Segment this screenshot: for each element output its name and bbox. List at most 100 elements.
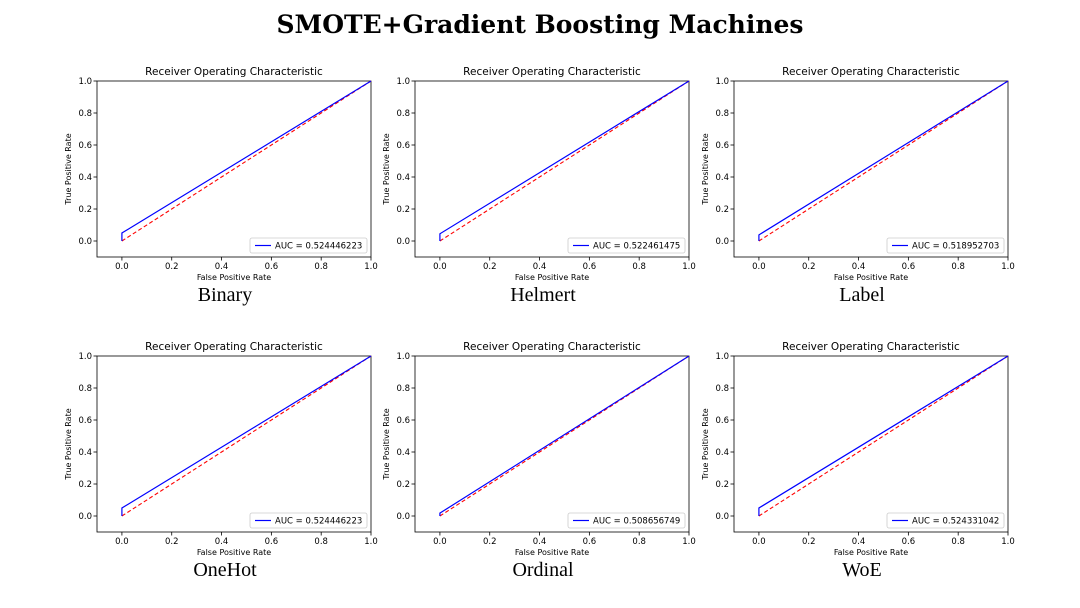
chart-title: Receiver Operating Characteristic — [463, 66, 641, 78]
legend-label: AUC = 0.508656749 — [593, 517, 680, 527]
roc-panel-ordinal: Receiver Operating Characteristic 0.0 0.2 0… — [378, 335, 708, 585]
roc-panel-binary: Receiver Operating Characteristic 0.0 0.2 0… — [60, 60, 390, 310]
y-tick-label: 0.0 — [78, 237, 92, 247]
y-tick-label: 0.2 — [715, 480, 729, 490]
x-tick-label: 0.0 — [115, 262, 129, 272]
x-tick-label: 0.8 — [314, 537, 328, 547]
roc-panel-onehot: Receiver Operating Characteristic 0.0 0.2 0… — [60, 335, 390, 585]
baseline-line — [121, 355, 372, 517]
y-tick-label: 1.0 — [78, 77, 92, 87]
y-tick-label: 0.8 — [78, 109, 92, 119]
roc-chart: Receiver Operating Characteristic 0.0 0.2 0… — [701, 341, 1015, 557]
x-tick-label: 0.2 — [483, 262, 497, 272]
x-tick-label: 0.8 — [314, 262, 328, 272]
roc-chart: Receiver Operating Characteristic 0.0 0.2 0… — [701, 66, 1015, 282]
axes-frame — [733, 80, 1009, 258]
x-axis-label: False Positive Rate — [834, 273, 908, 282]
chart-title: Receiver Operating Characteristic — [463, 341, 641, 353]
legend-label: AUC = 0.524446223 — [275, 242, 362, 252]
x-tick-label: 0.6 — [583, 262, 597, 272]
axes-frame — [733, 355, 1009, 533]
x-tick-label: 1.0 — [1001, 262, 1015, 272]
roc-panel-helmert: Receiver Operating Characteristic 0.0 0.2 0… — [378, 60, 708, 310]
x-tick-label: 0.0 — [433, 537, 447, 547]
baseline-line — [121, 80, 372, 242]
x-axis-label: False Positive Rate — [197, 273, 271, 282]
x-tick-label: 1.0 — [682, 262, 696, 272]
x-tick-label: 0.4 — [533, 262, 547, 272]
roc-curve — [758, 80, 1009, 241]
chart-title: Receiver Operating Characteristic — [145, 341, 323, 353]
x-tick-label: 0.6 — [902, 537, 916, 547]
y-tick-label: 0.2 — [78, 205, 92, 215]
x-axis-label: False Positive Rate — [515, 273, 589, 282]
x-tick-label: 0.2 — [483, 537, 497, 547]
y-tick-label: 0.0 — [715, 237, 729, 247]
roc-panel-label: Receiver Operating Characteristic 0.0 0.2 0… — [697, 60, 1027, 310]
x-tick-label: 0.8 — [632, 537, 646, 547]
x-tick-label: 1.0 — [364, 262, 378, 272]
y-tick-label: 0.8 — [396, 109, 410, 119]
legend-box — [567, 512, 686, 529]
legend: AUC = 0.518952703 — [886, 237, 1005, 254]
y-axis-label: True Positive Rate — [64, 133, 73, 205]
legend-label: AUC = 0.524446223 — [275, 517, 362, 527]
y-tick-label: 1.0 — [78, 352, 92, 362]
axes-frame — [414, 355, 690, 533]
x-tick-label: 0.6 — [265, 537, 279, 547]
y-tick-label: 0.4 — [78, 173, 92, 183]
axes-frame — [414, 80, 690, 258]
roc-chart: Receiver Operating Characteristic 0.0 0.2 0… — [382, 341, 696, 557]
y-tick-label: 0.6 — [396, 141, 410, 151]
x-tick-label: 0.2 — [802, 262, 816, 272]
legend-box — [567, 237, 686, 254]
baseline-line — [439, 355, 690, 517]
y-axis-label: True Positive Rate — [701, 408, 710, 480]
y-tick-label: 0.8 — [396, 384, 410, 394]
x-tick-label: 0.0 — [752, 537, 766, 547]
x-tick-label: 0.6 — [583, 537, 597, 547]
x-tick-label: 0.4 — [215, 262, 229, 272]
roc-curve — [439, 80, 690, 241]
y-axis-label: True Positive Rate — [701, 133, 710, 205]
x-axis-label: False Positive Rate — [515, 548, 589, 557]
y-tick-label: 0.0 — [396, 512, 410, 522]
legend: AUC = 0.522461475 — [567, 237, 686, 254]
y-tick-label: 0.2 — [78, 480, 92, 490]
axes-frame — [96, 80, 372, 258]
y-axis-label: True Positive Rate — [382, 133, 391, 205]
x-axis-label: False Positive Rate — [197, 548, 271, 557]
x-tick-label: 0.6 — [265, 262, 279, 272]
y-tick-label: 1.0 — [715, 352, 729, 362]
legend-box — [249, 237, 368, 254]
x-tick-label: 0.0 — [752, 262, 766, 272]
x-tick-label: 1.0 — [682, 537, 696, 547]
x-tick-label: 1.0 — [364, 537, 378, 547]
y-tick-label: 0.6 — [78, 416, 92, 426]
legend-box — [886, 512, 1005, 529]
y-tick-label: 0.6 — [396, 416, 410, 426]
x-tick-label: 0.4 — [852, 262, 866, 272]
axes-frame — [96, 355, 372, 533]
panel-caption: Label — [839, 284, 885, 306]
baseline-line — [758, 80, 1009, 242]
x-tick-label: 1.0 — [1001, 537, 1015, 547]
y-tick-label: 0.0 — [715, 512, 729, 522]
y-tick-label: 1.0 — [396, 352, 410, 362]
roc-curve — [439, 355, 690, 516]
y-tick-label: 1.0 — [715, 77, 729, 87]
legend-label: AUC = 0.518952703 — [912, 242, 999, 252]
y-tick-label: 0.2 — [396, 205, 410, 215]
roc-curve — [121, 80, 372, 241]
x-axis-label: False Positive Rate — [834, 548, 908, 557]
x-tick-label: 0.2 — [165, 537, 179, 547]
x-tick-label: 0.8 — [951, 262, 965, 272]
y-tick-label: 0.4 — [715, 173, 729, 183]
y-tick-label: 0.4 — [78, 448, 92, 458]
panel-caption: Binary — [197, 284, 253, 306]
y-axis-label: True Positive Rate — [382, 408, 391, 480]
x-tick-label: 0.4 — [852, 537, 866, 547]
panel-caption: WoE — [842, 559, 882, 581]
legend-label: AUC = 0.524331042 — [912, 517, 999, 527]
y-tick-label: 1.0 — [396, 77, 410, 87]
